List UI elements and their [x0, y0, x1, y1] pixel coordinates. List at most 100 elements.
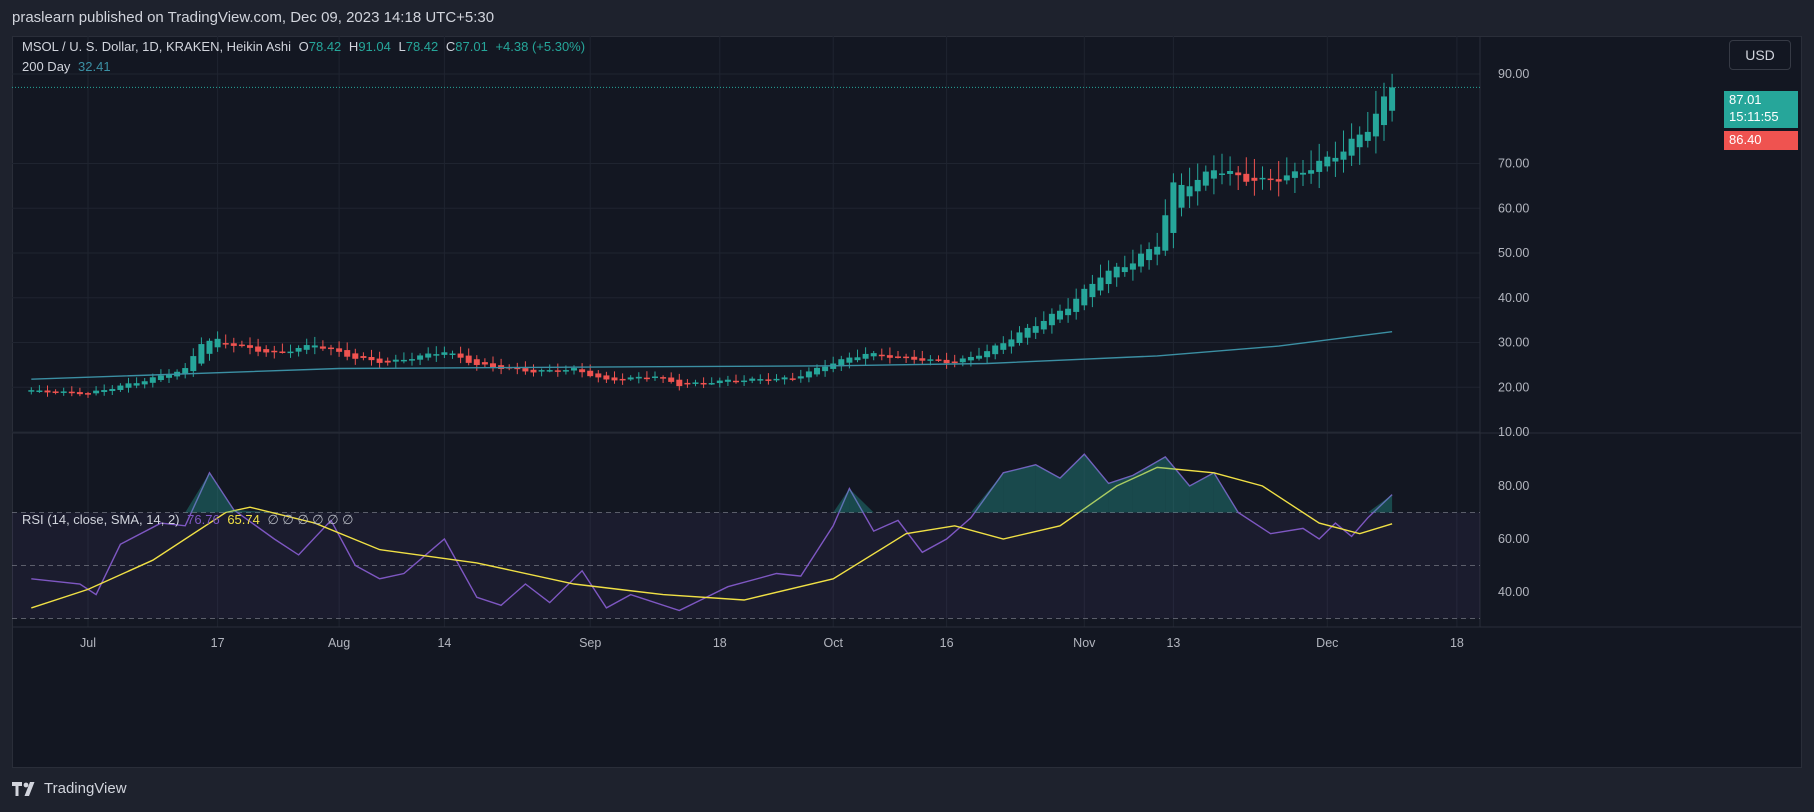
candle-body: [992, 345, 999, 355]
candle-body: [52, 391, 59, 393]
candle-body: [1219, 173, 1225, 175]
rsi-line: [31, 453, 1393, 612]
currency-button[interactable]: USD: [1729, 40, 1791, 70]
candle-body: [603, 375, 610, 380]
price-axis-tick: 20.00: [1498, 380, 1529, 394]
candle-body: [781, 377, 788, 380]
close-value: 87.01: [455, 39, 488, 54]
candles-group: [28, 73, 1396, 398]
candle-body: [1016, 332, 1023, 343]
candle-body: [967, 356, 974, 361]
candle-body: [595, 373, 602, 378]
candle-body: [85, 393, 91, 395]
candle-body: [1194, 179, 1201, 192]
chart-area[interactable]: [12, 36, 1802, 768]
candle-body: [797, 376, 804, 379]
candle-body: [384, 360, 391, 363]
candle-body: [473, 359, 480, 365]
candle-body: [1356, 134, 1363, 148]
candle-body: [295, 347, 302, 352]
time-axis-tick: 18: [713, 636, 727, 650]
price-axis-tick: 10.00: [1498, 425, 1529, 439]
rsi-axis-tick: 80.00: [1498, 479, 1529, 493]
candle-body: [441, 352, 448, 355]
candle-body: [76, 392, 83, 395]
candle-body: [805, 371, 812, 378]
candle-body: [1154, 246, 1161, 255]
candle-body: [538, 370, 545, 372]
open-label: O: [298, 39, 309, 54]
candle-body: [352, 353, 359, 359]
candle-body: [1300, 172, 1306, 175]
candle-body: [368, 357, 375, 361]
rsi-overbought-fill: [1060, 454, 1085, 513]
price-axis-tick: 40.00: [1498, 291, 1529, 305]
candle-body: [1065, 308, 1072, 316]
candle-body: [449, 353, 456, 356]
candle-body: [716, 380, 723, 384]
candle-body: [1210, 170, 1217, 179]
candle-body: [311, 345, 318, 348]
candle-body: [149, 377, 156, 383]
candle-body: [328, 347, 334, 350]
candle-body: [1316, 160, 1323, 172]
candle-body: [1340, 151, 1347, 160]
ma-legend[interactable]: 200 Day 32.41: [22, 59, 115, 74]
candle-body: [1348, 138, 1355, 156]
candle-body: [984, 351, 991, 358]
candle-body: [109, 388, 116, 392]
candle-body: [562, 370, 569, 372]
candle-body: [814, 367, 820, 375]
candle-body: [1178, 184, 1185, 208]
price-axis-tick: 70.00: [1498, 157, 1529, 171]
candle-body: [757, 379, 764, 381]
rsi-overbought-fill: [1035, 464, 1060, 513]
candle-body: [976, 355, 982, 359]
candle-body: [238, 344, 245, 347]
candle-body: [263, 349, 270, 353]
candle-body: [1040, 320, 1047, 330]
ma-200-line: [31, 331, 1393, 380]
candle-body: [141, 381, 148, 385]
candle-body: [652, 376, 658, 379]
candle-body: [749, 378, 756, 381]
candle-body: [1381, 96, 1387, 126]
candle-body: [1008, 339, 1015, 347]
rsi-label: RSI (14, close, SMA, 14, 2): [22, 512, 180, 527]
ma-label: 200 Day: [22, 59, 71, 74]
symbol-title[interactable]: MSOL / U. S. Dollar, 1D, KRAKEN, Heikin …: [22, 39, 291, 54]
candle-body: [765, 379, 772, 381]
price-chart-svg[interactable]: 10.00 20.00 30.00 40.00 50.00 60.00 70.00 90.00…: [12, 36, 1802, 768]
candle-body: [635, 376, 642, 379]
candle-body: [400, 359, 407, 362]
candle-body: [1202, 171, 1209, 186]
rsi-legend[interactable]: RSI (14, close, SMA, 14, 2) 76.76 65.74 …: [22, 512, 358, 528]
candle-body: [465, 355, 472, 363]
rsi-overbought-fill: [185, 472, 210, 513]
candle-body: [708, 383, 715, 385]
price-axis-tick: 30.00: [1498, 336, 1529, 350]
candle-body: [1283, 175, 1290, 181]
rsi-overbought-fill: [1367, 494, 1393, 513]
candle-body: [684, 382, 691, 385]
tradingview-brand[interactable]: TradingView: [12, 780, 127, 797]
candle-body: [1105, 270, 1112, 285]
open-value: 78.42: [308, 39, 342, 54]
candle-body: [36, 390, 43, 392]
rsi-overbought-fill: [1132, 456, 1166, 513]
candle-body: [271, 350, 278, 353]
candle-body: [1372, 113, 1379, 137]
candle-body: [546, 370, 553, 372]
candle-body: [862, 353, 869, 359]
candle-body: [951, 361, 958, 364]
candle-body: [554, 370, 561, 372]
candle-body: [360, 356, 367, 358]
rsi-overbought-fill: [1189, 472, 1214, 513]
candle-body: [222, 343, 229, 345]
candle-body: [619, 378, 626, 381]
candle-body: [822, 366, 829, 372]
change-value: +4.38 (+5.30%): [495, 39, 586, 54]
candle-body: [1267, 178, 1274, 181]
candle-body: [1129, 263, 1136, 270]
candle-body: [214, 338, 221, 348]
